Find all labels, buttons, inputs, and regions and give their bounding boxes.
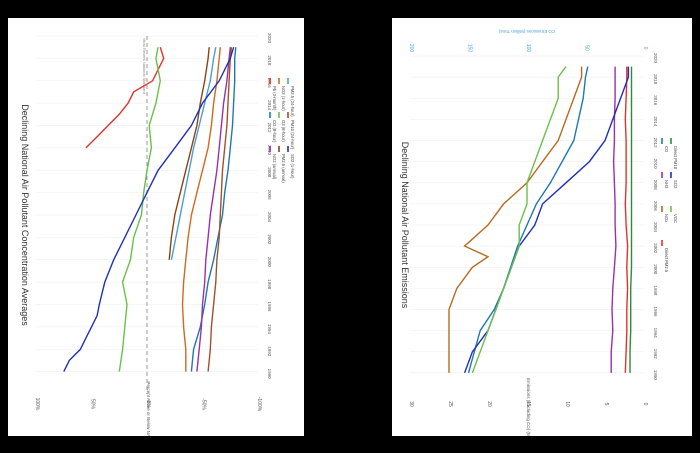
- x-tick-label: 1998: [653, 285, 658, 296]
- y2-tick-label: 150: [467, 44, 473, 53]
- chart-title: Declining National Air Pollutant Emissio…: [400, 142, 410, 309]
- legend-label: Pb (3-month): [272, 86, 277, 111]
- y2-tick-label: 100: [525, 44, 531, 53]
- x-tick-label: 2004: [267, 212, 272, 223]
- series-line: [168, 47, 210, 260]
- x-tick-label: 2018: [653, 74, 658, 85]
- x-tick-label: 2008: [653, 180, 658, 191]
- legend-label: O3 (8-hour): [281, 120, 286, 142]
- x-tick-label: 2000: [653, 264, 658, 275]
- y2-tick-label: 200: [408, 44, 414, 53]
- x-tick-label: 2002: [653, 243, 658, 254]
- legend-label: NH3: [664, 180, 669, 189]
- series-line: [170, 47, 217, 260]
- y-tick-label: 0%: [145, 400, 151, 408]
- y-tick-label: 15: [525, 401, 531, 407]
- legend-label: Direct PM10: [673, 146, 678, 170]
- series-line: [190, 47, 237, 372]
- series-line: [471, 66, 567, 374]
- x-tick-label: 2014: [267, 100, 272, 111]
- x-tick-label: 2006: [653, 201, 658, 212]
- y-tick-label: 30: [408, 401, 414, 407]
- legend-label: CO: [664, 146, 669, 153]
- series-line: [63, 47, 235, 372]
- series-line: [629, 66, 633, 373]
- y2-axis-label: CO Emissions (Million Tons): [498, 29, 555, 34]
- y-tick-label: -50%: [201, 398, 207, 410]
- series-line: [448, 66, 583, 373]
- emissions-chart: 1990199219941996199820002002200420062008…: [400, 29, 678, 436]
- y-axis-label: Percent Above or Below NAAQS (%): [146, 381, 151, 436]
- legend: Pb (3-month) CO (8-hour) NO2 (annual) NO2 (…: [269, 78, 295, 183]
- x-tick-label: 2012: [267, 122, 272, 133]
- emissions-chart-panel: 1990 1992 1994 1996 1998 2000 2002 2004 2006 2008…: [392, 18, 692, 436]
- x-tick-label: 2018: [267, 55, 272, 66]
- x-tick-label: 1992: [267, 346, 272, 357]
- legend-label: NO2 (1-hour): [281, 86, 286, 111]
- series-line: [118, 47, 162, 372]
- series-line: [467, 66, 589, 374]
- y-axis-label: Emissions (Excluding CO) (Million Tons): [526, 378, 531, 436]
- series-line: [181, 47, 221, 372]
- y-tick-label: -100%: [256, 397, 262, 412]
- concentration-chart-panel: 1990 1992 1994 1996 1998 2000 2002 2004 2006 2008…: [8, 18, 304, 436]
- legend: CO NH3 NOx Direct PM2.5 Direct PM10 SO2 VOC: [661, 138, 678, 273]
- legend-label: NO2 (annual): [272, 154, 277, 180]
- series-line: [85, 46, 165, 149]
- x-tick-label: 1990: [267, 369, 272, 380]
- reference-line-label: Most Recent National Standard: [142, 38, 147, 94]
- legend-label: PM2.5 (24-hour): [290, 86, 295, 117]
- y2-tick-label: 0: [642, 47, 648, 50]
- legend-label: NOx: [664, 214, 669, 223]
- legend-label: PM2.5 (annual): [281, 154, 286, 183]
- x-tick-label: 2006: [267, 190, 272, 201]
- x-tick-label: 2016: [653, 95, 658, 106]
- legend-label: SO2: [673, 180, 678, 189]
- y-tick-label: 5: [603, 403, 609, 406]
- x-tick-label: 2004: [653, 222, 658, 233]
- x-tick-label: 1998: [267, 279, 272, 290]
- series-line: [610, 66, 617, 373]
- x-tick-label: 2020: [267, 33, 272, 44]
- y-tick-label: 10: [564, 401, 570, 407]
- x-tick-label: 1990: [653, 370, 658, 381]
- legend-label: Direct PM2.5: [664, 248, 669, 273]
- x-tick-label: 1992: [653, 349, 658, 360]
- y2-tick-label: 50: [584, 45, 590, 51]
- y-tick-label: 100%: [34, 398, 40, 411]
- series-line: [196, 47, 231, 372]
- x-tick-label: 2020: [653, 53, 658, 64]
- x-tick-label: 2010: [653, 159, 658, 170]
- y-tick-label: 25: [447, 401, 453, 407]
- concentration-chart: 1990 1992 1994 1996 1998 2000 2002 2004 2006 2008…: [20, 33, 295, 436]
- series-line: [207, 47, 233, 372]
- legend-label: VOC: [673, 214, 678, 223]
- x-tick-label: 2000: [267, 257, 272, 268]
- legend-label: PM10 (24-hour): [290, 120, 295, 150]
- legend-label: SO2 (1-hour): [290, 154, 295, 179]
- series-line: [624, 66, 629, 373]
- x-tick-label: 1994: [267, 324, 272, 335]
- legend-label: CO (8-hour): [272, 120, 277, 143]
- x-tick-label: 1994: [653, 328, 658, 339]
- x-tick-label: 2012: [653, 137, 658, 148]
- x-tick-label: 1996: [267, 301, 272, 312]
- x-tick-label: 2008: [267, 167, 272, 178]
- y-tick-label: 50%: [90, 399, 96, 410]
- y-tick-label: 0: [642, 403, 648, 406]
- y-tick-label: 20: [486, 401, 492, 407]
- x-tick-label: 2014: [653, 116, 658, 127]
- chart-title: Declining National Air Pollutant Concent…: [20, 104, 30, 326]
- x-tick-label: 2002: [267, 234, 272, 245]
- x-tick-label: 1996: [653, 306, 658, 317]
